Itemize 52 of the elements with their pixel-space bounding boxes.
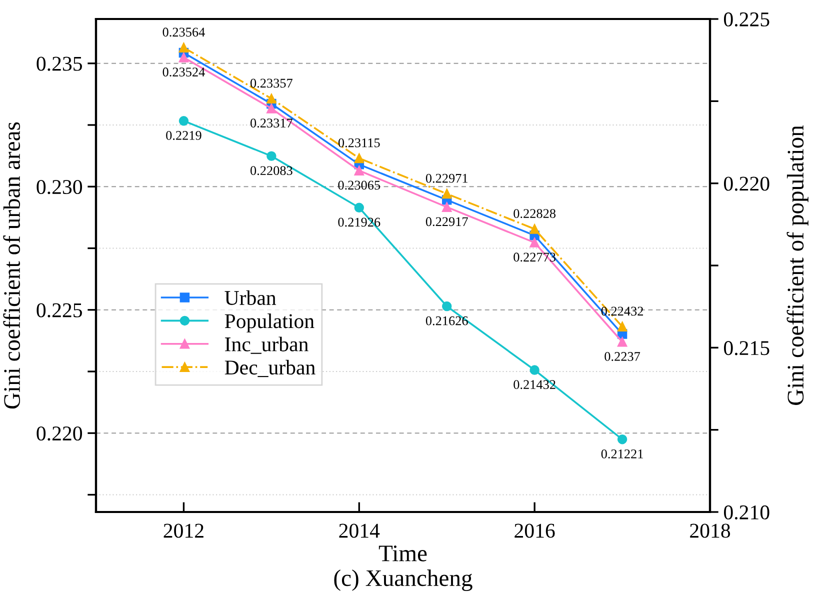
y-axis-title: Gini coefficient of urban areas — [3, 122, 20, 409]
text: (c) Xuancheng — [334, 570, 472, 591]
y2-tick-label: 0.215 — [724, 341, 770, 356]
y-tick-label: 0.235 — [36, 56, 82, 71]
point — [178, 42, 189, 52]
data-label: 0.22828 — [514, 209, 556, 218]
y-tick-label: 0.230 — [36, 180, 82, 194]
y-tick-label: 0.225 — [36, 303, 82, 318]
point — [178, 116, 189, 126]
data-label: 0.21221 — [601, 449, 643, 458]
x-tick-label: 2012 — [164, 524, 204, 538]
point — [266, 151, 276, 161]
x-tick-label: 2014 — [339, 524, 380, 538]
data-label: 0.21626 — [426, 316, 468, 326]
point — [530, 238, 540, 248]
legend-label: Urban — [224, 290, 276, 306]
data-label: 0.22917 — [426, 217, 468, 226]
point — [178, 52, 189, 62]
data-label: 0.2237 — [604, 352, 640, 361]
point — [442, 202, 452, 212]
x-tick-label: 2016 — [514, 524, 555, 538]
point — [442, 301, 452, 312]
data-label: 0.23317 — [250, 118, 292, 128]
y-tick-label: 0.220 — [36, 426, 82, 441]
data-label: 0.22083 — [250, 166, 292, 176]
data-label: 0.2219 — [166, 130, 202, 140]
legend-label: Dec_urban — [224, 360, 316, 378]
y2-axis-title: Gini coefficient of population — [786, 125, 808, 405]
x-axis-title: Time — [378, 546, 427, 562]
y2-tick-label: 0.220 — [724, 176, 770, 191]
legend-label: Inc_urban — [225, 336, 308, 354]
point — [266, 104, 276, 114]
data-label: 0.23065 — [338, 180, 380, 190]
point — [354, 166, 364, 176]
point — [530, 365, 540, 375]
y2-tick-label: 0.210 — [724, 505, 770, 520]
legend-label: Population — [224, 314, 314, 332]
point — [617, 322, 628, 332]
data-label: 0.23357 — [250, 78, 292, 88]
point — [354, 153, 364, 164]
data-label: 0.22971 — [426, 174, 468, 183]
data-label: 0.23524 — [162, 68, 205, 77]
point — [530, 224, 540, 234]
x-tick-label: 2018 — [690, 524, 730, 538]
point — [266, 94, 276, 104]
point — [617, 337, 628, 347]
point — [617, 434, 628, 444]
point — [442, 188, 452, 199]
data-label: 0.23115 — [338, 138, 380, 148]
data-label: 0.23564 — [162, 28, 205, 37]
y2-tick-label: 0.225 — [724, 12, 770, 27]
point — [354, 202, 364, 213]
